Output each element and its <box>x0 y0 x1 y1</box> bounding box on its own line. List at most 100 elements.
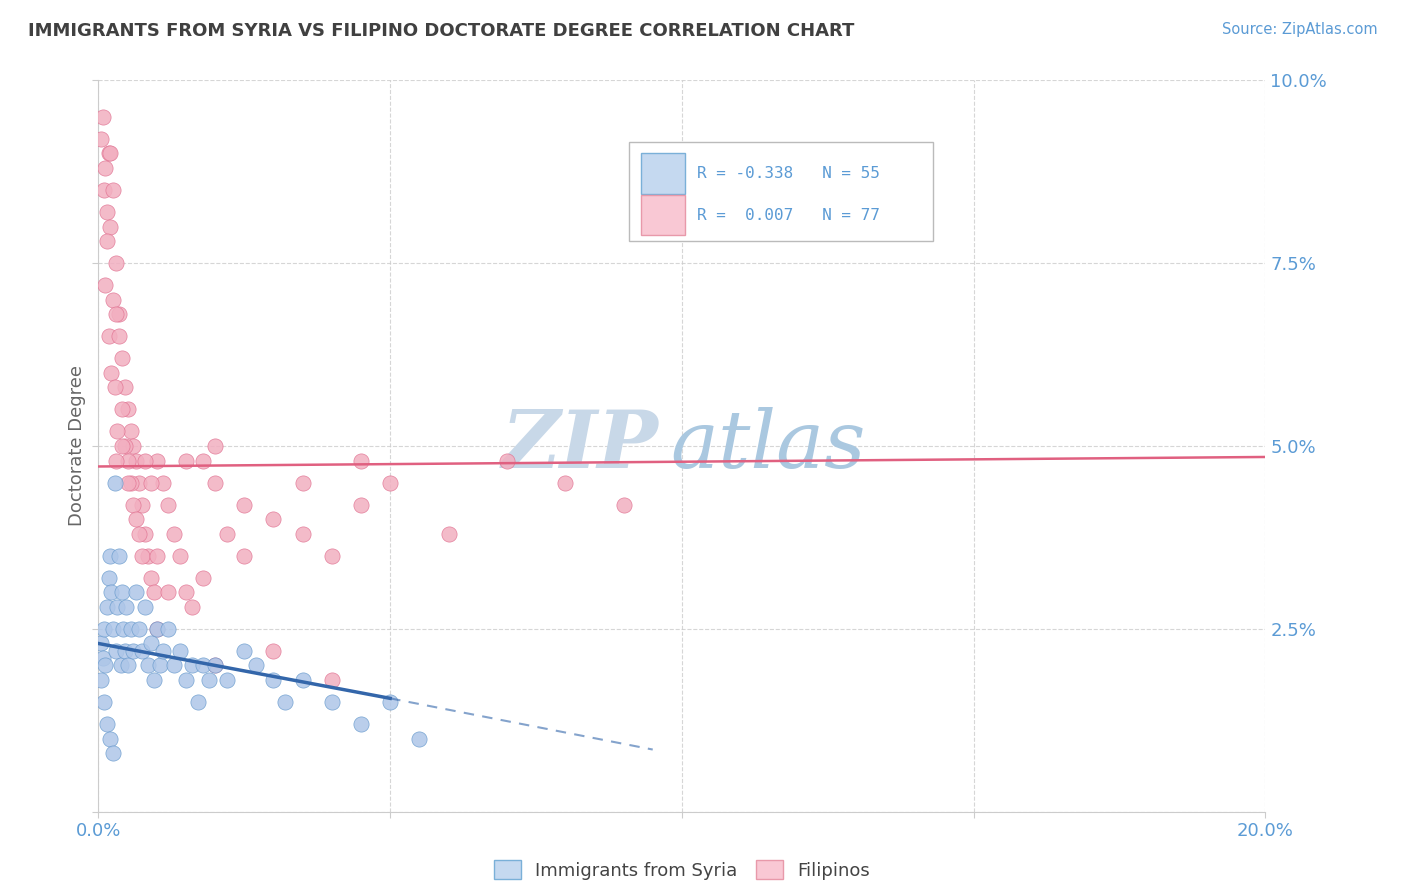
Point <box>93 183 115 197</box>
Point <box>193 658 215 673</box>
Point <box>122 439 145 453</box>
Point <box>114 439 136 453</box>
Point <box>117 402 139 417</box>
Point <box>128 475 150 490</box>
Point <box>169 549 191 563</box>
Point <box>174 453 197 467</box>
Point <box>120 475 142 490</box>
Point <box>139 571 162 585</box>
Point <box>174 673 197 687</box>
Point <box>146 453 169 467</box>
Point <box>134 453 156 467</box>
Point <box>149 658 172 673</box>
Point <box>198 673 221 687</box>
Text: ZIP: ZIP <box>502 408 658 484</box>
Point <box>262 512 284 526</box>
Point <box>215 526 238 541</box>
Point <box>122 644 145 658</box>
Point <box>108 329 131 343</box>
Point <box>274 695 297 709</box>
Point <box>93 695 115 709</box>
Point <box>554 475 576 490</box>
Point <box>131 644 153 658</box>
Point <box>136 658 159 673</box>
Point <box>378 695 402 709</box>
Point <box>111 439 134 453</box>
Point <box>139 636 162 650</box>
Point <box>131 549 153 563</box>
Point <box>97 329 120 343</box>
Point <box>215 673 238 687</box>
Point <box>245 658 267 673</box>
Point <box>142 585 165 599</box>
Point <box>321 673 343 687</box>
Point <box>163 658 186 673</box>
Point <box>96 599 118 614</box>
Point <box>105 425 128 439</box>
Point <box>111 351 134 366</box>
Text: R = -0.338   N = 55: R = -0.338 N = 55 <box>697 167 880 181</box>
Point <box>233 498 256 512</box>
Point <box>98 219 121 234</box>
Point <box>117 475 139 490</box>
Point <box>90 673 112 687</box>
Point <box>233 644 256 658</box>
Point <box>350 453 373 467</box>
Point <box>115 599 138 614</box>
Point <box>90 132 112 146</box>
Point <box>94 658 117 673</box>
Point <box>187 695 209 709</box>
Point <box>100 585 122 599</box>
Text: R =  0.007   N = 77: R = 0.007 N = 77 <box>697 208 880 223</box>
Point <box>152 475 174 490</box>
Point <box>96 717 118 731</box>
Point <box>98 146 121 161</box>
Point <box>94 161 117 175</box>
Point <box>378 475 402 490</box>
Point <box>163 526 186 541</box>
Point <box>96 205 118 219</box>
Point <box>114 380 136 394</box>
Point <box>321 695 343 709</box>
Point <box>193 571 215 585</box>
Point <box>105 599 128 614</box>
Point <box>108 549 131 563</box>
FancyBboxPatch shape <box>630 143 932 241</box>
Point <box>180 599 202 614</box>
Point <box>128 526 150 541</box>
Point <box>350 717 373 731</box>
Point <box>101 746 124 760</box>
Point <box>104 644 127 658</box>
Text: IMMIGRANTS FROM SYRIA VS FILIPINO DOCTORATE DEGREE CORRELATION CHART: IMMIGRANTS FROM SYRIA VS FILIPINO DOCTOR… <box>28 22 855 40</box>
Point <box>96 234 118 248</box>
Point <box>134 599 156 614</box>
Point <box>108 307 131 321</box>
Point <box>98 731 121 746</box>
Point <box>204 475 226 490</box>
Point <box>120 622 142 636</box>
Point <box>174 585 197 599</box>
Point <box>131 498 153 512</box>
Point <box>104 256 127 270</box>
Point <box>437 526 460 541</box>
Point <box>125 585 148 599</box>
Point <box>321 549 343 563</box>
Point <box>122 498 145 512</box>
FancyBboxPatch shape <box>641 195 685 235</box>
Point <box>98 549 121 563</box>
Point <box>262 644 284 658</box>
Point <box>291 475 314 490</box>
Point <box>94 278 117 293</box>
Point <box>146 622 169 636</box>
Point <box>142 673 165 687</box>
Point <box>97 146 120 161</box>
Y-axis label: Doctorate Degree: Doctorate Degree <box>67 366 86 526</box>
FancyBboxPatch shape <box>641 153 685 194</box>
Point <box>408 731 430 746</box>
Point <box>157 622 180 636</box>
Point <box>157 498 180 512</box>
Point <box>139 475 162 490</box>
Text: Source: ZipAtlas.com: Source: ZipAtlas.com <box>1222 22 1378 37</box>
Point <box>291 526 314 541</box>
Point <box>262 673 284 687</box>
